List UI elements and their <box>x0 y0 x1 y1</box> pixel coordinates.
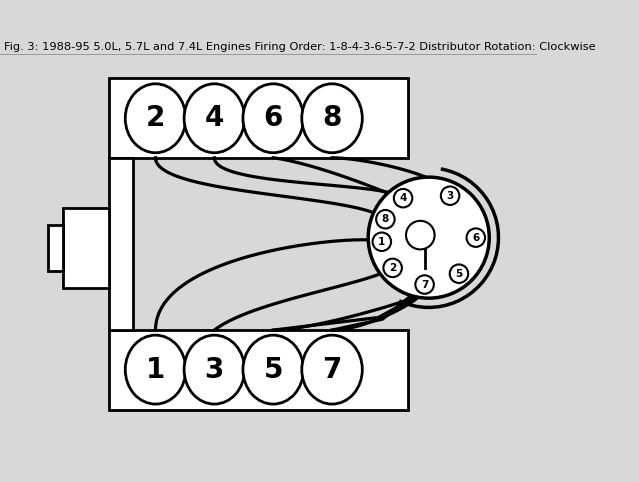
Ellipse shape <box>125 84 186 153</box>
Text: 3: 3 <box>447 191 454 201</box>
Text: 2: 2 <box>389 263 396 273</box>
Bar <box>48 225 63 271</box>
Text: 3: 3 <box>204 356 224 384</box>
Circle shape <box>466 228 485 247</box>
Circle shape <box>394 189 412 207</box>
Text: 4: 4 <box>399 193 407 203</box>
Circle shape <box>450 265 468 283</box>
Text: 4: 4 <box>204 104 224 132</box>
Bar <box>109 330 408 410</box>
Text: 6: 6 <box>472 233 479 242</box>
Text: 1: 1 <box>378 237 385 247</box>
Circle shape <box>441 187 459 205</box>
Text: 7: 7 <box>322 356 342 384</box>
Text: 5: 5 <box>263 356 283 384</box>
Bar <box>109 78 408 158</box>
Circle shape <box>406 221 435 249</box>
Text: 5: 5 <box>456 268 463 279</box>
Text: 7: 7 <box>421 280 428 290</box>
Text: 8: 8 <box>381 214 389 224</box>
Circle shape <box>368 177 489 298</box>
Bar <box>63 208 109 288</box>
Circle shape <box>383 259 402 277</box>
Text: 6: 6 <box>263 104 283 132</box>
Ellipse shape <box>302 335 362 404</box>
Ellipse shape <box>302 84 362 153</box>
Ellipse shape <box>243 335 304 404</box>
Circle shape <box>415 275 434 294</box>
Text: 8: 8 <box>322 104 342 132</box>
Text: 2: 2 <box>146 104 166 132</box>
Text: Fig. 3: 1988-95 5.0L, 5.7L and 7.4L Engines Firing Order: 1-8-4-3-6-5-7-2 Distri: Fig. 3: 1988-95 5.0L, 5.7L and 7.4L Engi… <box>4 42 596 52</box>
Circle shape <box>376 210 395 228</box>
Bar <box>109 158 133 330</box>
Ellipse shape <box>243 84 304 153</box>
Ellipse shape <box>125 335 186 404</box>
Ellipse shape <box>184 335 245 404</box>
Text: 1: 1 <box>146 356 165 384</box>
Circle shape <box>373 232 391 251</box>
Ellipse shape <box>184 84 245 153</box>
